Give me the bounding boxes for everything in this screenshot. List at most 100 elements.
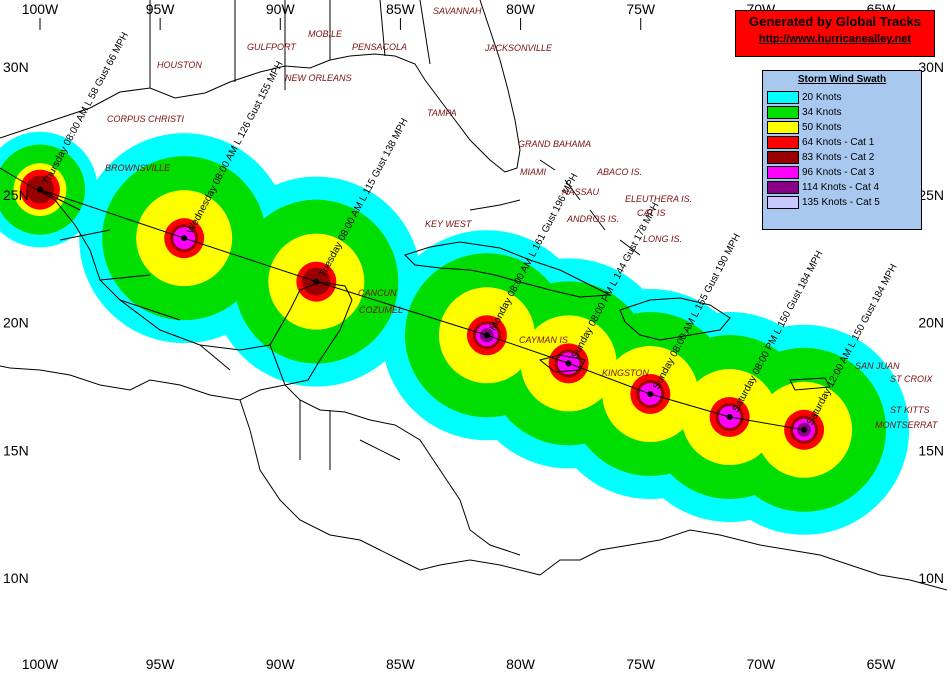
legend-label: 83 Knots - Cat 2 xyxy=(802,152,875,163)
city-label: JACKSONVILLE xyxy=(484,43,553,53)
central-america-caribbean xyxy=(284,384,521,556)
legend-item: 20 Knots xyxy=(763,90,921,105)
wind-swath-legend: Storm Wind Swath 20 Knots 34 Knots 50 Knot… xyxy=(762,70,922,230)
city-label: CANCUN xyxy=(358,288,397,298)
legend-swatch xyxy=(767,121,799,134)
longitude-label: 75W xyxy=(626,1,656,17)
city-label: NASSAU xyxy=(562,187,600,197)
legend-label: 50 Knots xyxy=(802,122,842,133)
legend-label: 64 Knots - Cat 1 xyxy=(802,137,875,148)
legend-item: 64 Knots - Cat 1 xyxy=(763,135,921,150)
city-label: SAVANNAH xyxy=(433,6,482,16)
legend-label: 20 Knots xyxy=(802,92,842,103)
longitude-label: 90W xyxy=(266,656,296,672)
latitude-label: 10N xyxy=(3,570,29,586)
track-point xyxy=(647,391,654,398)
longitude-label: 90W xyxy=(266,1,296,17)
longitude-label: 70W xyxy=(746,656,776,672)
latitude-label: 25N xyxy=(3,187,29,203)
banner-url-link[interactable]: http://www.hurricanealley.net xyxy=(758,33,912,45)
city-label: MOBILE xyxy=(308,29,343,39)
central-america xyxy=(239,399,541,576)
legend-swatch xyxy=(767,181,799,194)
city-labels: SAVANNAH GULFPORT MOBILE PENSACOLA JACKSONVI… xyxy=(105,6,939,430)
coastlines xyxy=(0,0,947,591)
city-label: ST KITTS xyxy=(890,405,930,415)
city-label: GULFPORT xyxy=(247,42,297,52)
city-label: HOUSTON xyxy=(157,60,202,70)
legend-item: 114 Knots - Cat 4 xyxy=(763,180,921,195)
legend-swatch xyxy=(767,106,799,119)
latitude-label: 20N xyxy=(918,315,944,331)
city-label: CAT IS xyxy=(637,208,665,218)
city-label: KEY WEST xyxy=(425,219,473,229)
florida-keys xyxy=(469,199,521,211)
track-point xyxy=(181,235,188,242)
legend-label: 96 Knots - Cat 3 xyxy=(802,167,875,178)
latitude-label: 10N xyxy=(918,570,944,586)
city-label: ABACO IS. xyxy=(596,167,642,177)
cuba xyxy=(404,241,612,298)
track-point xyxy=(801,426,808,433)
legend-label: 135 Knots - Cat 5 xyxy=(802,197,880,208)
city-label: TAMPA xyxy=(427,108,457,118)
city-label: PENSACOLA xyxy=(352,42,407,52)
latitude-label: 30N xyxy=(918,59,944,75)
legend-label: 34 Knots xyxy=(802,107,842,118)
city-label: COZUMEL xyxy=(359,305,403,315)
longitude-label: 80W xyxy=(506,656,536,672)
legend-item: 135 Knots - Cat 5 xyxy=(763,195,921,210)
city-label: SAN JUAN xyxy=(855,361,900,371)
city-label: ANDROS IS. xyxy=(566,214,619,224)
track-point xyxy=(726,414,733,421)
generated-by-banner: Generated by Global Tracks http://www.hu… xyxy=(735,10,935,57)
longitude-label: 95W xyxy=(146,1,176,17)
south-america xyxy=(539,529,947,591)
track-point xyxy=(483,332,490,339)
city-label: ELEUTHERA IS. xyxy=(625,194,692,204)
longitude-label: 85W xyxy=(386,1,416,17)
longitude-label: 85W xyxy=(386,656,416,672)
us-states-borders xyxy=(149,0,431,90)
city-label: ST CROIX xyxy=(890,374,934,384)
track-point xyxy=(565,360,572,367)
city-label: GRAND BAHAMA xyxy=(518,139,591,149)
longitude-label: 100W xyxy=(22,656,59,672)
legend-swatch xyxy=(767,91,799,104)
latitude-label: 20N xyxy=(3,315,29,331)
longitude-label: 80W xyxy=(506,1,536,17)
legend-swatch xyxy=(767,136,799,149)
longitude-label: 75W xyxy=(626,656,656,672)
city-label: MIAMI xyxy=(520,167,546,177)
city-label: CAYMAN IS xyxy=(519,335,568,345)
bahamas xyxy=(539,159,641,256)
city-label: CORPUS CHRISTI xyxy=(107,114,185,124)
legend-item: 96 Knots - Cat 3 xyxy=(763,165,921,180)
puerto-rico xyxy=(789,377,831,391)
legend-label: 114 Knots - Cat 4 xyxy=(802,182,880,193)
legend-item: 50 Knots xyxy=(763,120,921,135)
legend-item: 83 Knots - Cat 2 xyxy=(763,150,921,165)
legend-swatch xyxy=(767,151,799,164)
city-label: LONG IS. xyxy=(643,234,682,244)
legend-title: Storm Wind Swath xyxy=(797,74,887,85)
longitude-label: 95W xyxy=(146,656,176,672)
jamaica xyxy=(538,354,586,373)
city-label: BROWNSVILLE xyxy=(105,163,171,173)
latitude-label: 30N xyxy=(3,59,29,75)
latitude-label: 15N xyxy=(3,442,29,458)
latitude-label: 25N xyxy=(918,187,944,203)
mexico-states-borders xyxy=(39,189,401,470)
city-label: NEW ORLEANS xyxy=(285,73,352,83)
longitude-label: 65W xyxy=(867,656,897,672)
banner-title: Generated by Global Tracks xyxy=(749,14,921,29)
track-point xyxy=(313,278,320,285)
latitude-label: 15N xyxy=(918,442,944,458)
legend-swatch xyxy=(767,166,799,179)
city-label: KINGSTON xyxy=(602,368,649,378)
longitude-label: 100W xyxy=(22,1,59,17)
legend-swatch xyxy=(767,196,799,209)
legend-item: 34 Knots xyxy=(763,105,921,120)
track-point xyxy=(37,186,43,193)
